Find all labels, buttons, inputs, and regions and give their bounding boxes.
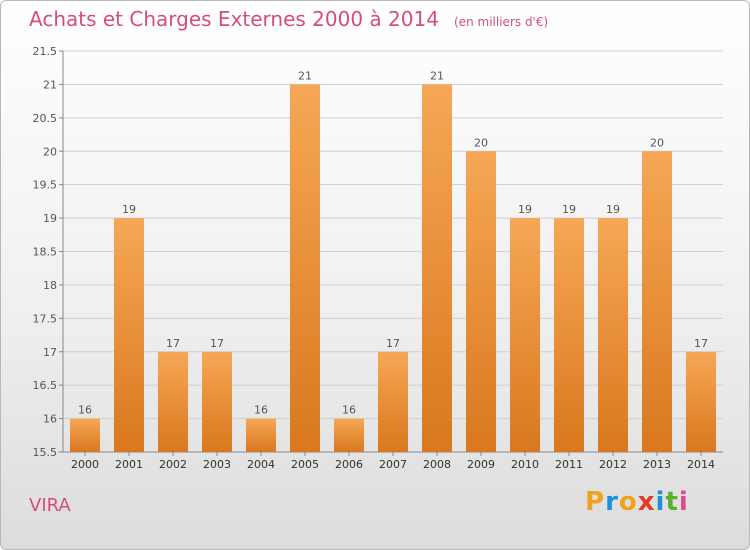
data-label-2010: 19	[518, 203, 532, 216]
unit-note: (en milliers d'€)	[454, 15, 549, 29]
y-tick-label: 19.5	[33, 179, 58, 192]
y-tick-label: 20.5	[33, 112, 58, 125]
bar-2009	[466, 151, 496, 452]
location-label: VIRA	[29, 495, 71, 516]
data-label-2001: 19	[122, 203, 136, 216]
data-label-2013: 20	[650, 136, 664, 149]
x-tick-label-2008: 2008	[423, 458, 451, 471]
bar-2014	[686, 351, 716, 452]
y-tick-label: 21	[43, 78, 57, 91]
chart-title: Achats et Charges Externes 2000 à 2014	[29, 7, 439, 31]
x-tick-label-2007: 2007	[379, 458, 407, 471]
y-tick-label: 16	[43, 413, 57, 426]
x-tick-label-2002: 2002	[159, 458, 187, 471]
bar-2005	[290, 84, 320, 453]
x-tick-label-2005: 2005	[291, 458, 319, 471]
x-tick-label-2004: 2004	[247, 458, 275, 471]
bar-2013	[642, 151, 672, 452]
data-label-2011: 19	[562, 203, 576, 216]
y-tick-label: 17	[43, 346, 57, 359]
logo-letter: x	[637, 487, 656, 517]
x-tick-label-2009: 2009	[467, 458, 495, 471]
data-label-2012: 19	[606, 203, 620, 216]
x-tick-label-2011: 2011	[555, 458, 583, 471]
bar-2011	[554, 218, 584, 452]
y-tick-label: 18.5	[33, 246, 58, 259]
x-tick-label-2003: 2003	[203, 458, 231, 471]
data-label-2006: 16	[342, 404, 356, 417]
logo-letter: i	[655, 487, 666, 517]
y-tick-label: 17.5	[33, 312, 58, 325]
bar-2006	[334, 418, 364, 452]
proxiti-logo: Proxiti	[585, 487, 689, 517]
data-label-2003: 17	[210, 337, 224, 350]
bar-2002	[158, 351, 188, 452]
data-label-2002: 17	[166, 337, 180, 350]
data-label-2008: 21	[430, 69, 444, 82]
x-tick-label-2010: 2010	[511, 458, 539, 471]
logo-letter: t	[665, 487, 679, 517]
logo-letter: r	[605, 487, 619, 517]
x-tick-label-2014: 2014	[687, 458, 715, 471]
data-label-2014: 17	[694, 337, 708, 350]
x-tick-label-2001: 2001	[115, 458, 143, 471]
y-tick-label: 21.5	[33, 45, 58, 58]
data-label-2000: 16	[78, 404, 92, 417]
y-tick-label: 15.5	[33, 446, 58, 459]
logo-letter: P	[585, 487, 606, 517]
x-tick-label-2012: 2012	[599, 458, 627, 471]
data-label-2007: 17	[386, 337, 400, 350]
bar-2000	[70, 418, 100, 452]
y-tick-label: 18	[43, 279, 57, 292]
y-tick-label: 20	[43, 145, 57, 158]
bar-2010	[510, 218, 540, 452]
data-label-2005: 21	[298, 69, 312, 82]
bar-2003	[202, 351, 232, 452]
x-tick-label-2013: 2013	[643, 458, 671, 471]
bar-2007	[378, 351, 408, 452]
bar-2008	[422, 84, 452, 453]
data-label-2009: 20	[474, 136, 488, 149]
bar-2004	[246, 418, 276, 452]
bar-2012	[598, 218, 628, 452]
logo-letter: i	[678, 487, 689, 517]
title-row: Achats et Charges Externes 2000 à 2014 (…	[29, 7, 548, 31]
logo-letter: o	[618, 487, 638, 517]
x-tick-label-2006: 2006	[335, 458, 363, 471]
y-tick-label: 16.5	[33, 379, 58, 392]
bar-2001	[114, 218, 144, 452]
data-label-2004: 16	[254, 404, 268, 417]
y-tick-label: 19	[43, 212, 57, 225]
x-tick-label-2000: 2000	[71, 458, 99, 471]
